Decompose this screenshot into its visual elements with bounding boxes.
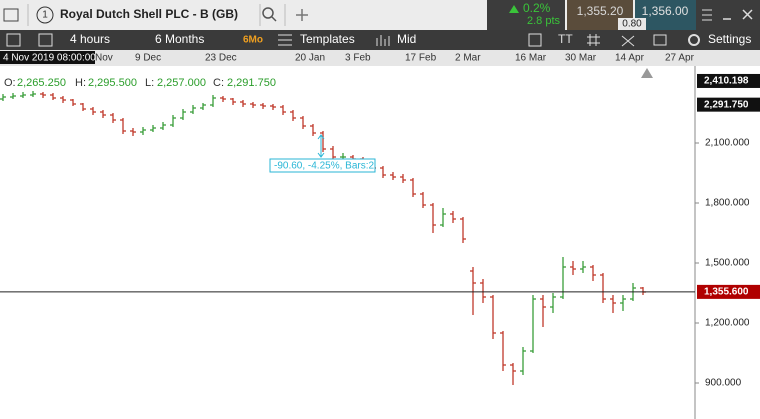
range[interactable]: 6 Months [155, 32, 204, 46]
x-tick-label: 2 Mar [455, 53, 481, 64]
x-tick-label: 20 Jan [295, 53, 325, 64]
price-marker [697, 73, 760, 88]
interval[interactable]: 4 hours [70, 32, 110, 46]
change-box [487, 0, 565, 30]
text-tool[interactable]: TT [558, 32, 573, 46]
close[interactable] [742, 9, 753, 20]
ohlc-value: 2,265.250 [17, 77, 66, 89]
measure-label: -90.60, -4.25%, Bars:2 [274, 161, 374, 172]
x-tick-label: 14 Apr [615, 53, 645, 64]
ohlc-label: C: [213, 77, 224, 89]
spread-box [618, 18, 646, 30]
price-type-icon [376, 35, 390, 46]
list-icon[interactable] [6, 33, 21, 47]
price-type[interactable]: Mid [397, 32, 416, 46]
crosshair-label: 4 Nov 2019 08:00:00 [3, 53, 96, 64]
price-marker-label: 2,291.750 [704, 99, 749, 110]
y-tick-label: 2,100.000 [705, 138, 750, 149]
settings[interactable]: Settings [708, 32, 751, 46]
spread: 0.80 [622, 19, 642, 30]
x-tick-label: 9 Dec [135, 53, 161, 64]
tab-badge [36, 6, 54, 24]
price-marker-label: 1,355.600 [704, 287, 749, 298]
toolbar [0, 30, 760, 50]
tool-icon[interactable] [528, 33, 542, 47]
y-tick-label: 1,500.000 [705, 258, 750, 269]
buy-price: 1,356.00 [642, 4, 689, 18]
ohlc-value: 2,295.500 [88, 77, 137, 89]
y-tick-label: 1,800.000 [705, 198, 750, 209]
sell-price: 1,355.20 [577, 4, 624, 18]
x-tick-label: 27 Apr [665, 53, 695, 64]
tab-number: 1 [42, 10, 48, 21]
x-tick-label: 3 Feb [345, 53, 371, 64]
ohlc-label: H: [75, 77, 86, 89]
time-axis [0, 50, 760, 66]
grid-icon[interactable] [587, 34, 600, 46]
x-tick-label: Nov [95, 53, 113, 64]
draw-icon[interactable] [621, 35, 635, 47]
ohlc-value: 2,291.750 [227, 77, 276, 89]
instrument-name[interactable]: Royal Dutch Shell PLC - B (GB) [60, 7, 238, 21]
measure-arrow [317, 134, 325, 158]
range-badge[interactable]: 6Mo [243, 35, 263, 46]
measure-box [269, 158, 376, 173]
ohlc-value: 2,257.000 [157, 77, 206, 89]
change-pct: 0.2% [523, 1, 551, 15]
up-arrow [509, 5, 519, 13]
ohlc-label: L: [145, 77, 154, 89]
price-marker [697, 97, 760, 112]
ohlc-label: O: [4, 77, 16, 89]
x-tick-label: 30 Mar [565, 53, 597, 64]
search-icon[interactable] [262, 7, 274, 19]
x-tick-label: 16 Mar [515, 53, 547, 64]
templates-icon [278, 34, 292, 46]
y-tick-label: 900.000 [705, 378, 742, 389]
crosshair-box [0, 51, 95, 64]
x-tick-label: 23 Dec [205, 53, 237, 64]
layout-icon[interactable] [38, 33, 53, 47]
window-icon[interactable] [653, 34, 667, 46]
x-tick-label: 17 Feb [405, 53, 437, 64]
search-icon-handle [271, 16, 277, 22]
templates[interactable]: Templates [300, 32, 355, 46]
y-tick-label: 1,200.000 [705, 318, 750, 329]
menu-icon[interactable] [3, 8, 19, 22]
price-marker [697, 284, 760, 299]
settings-icon[interactable] [688, 34, 700, 46]
change-pts: 2.8 pts [527, 15, 561, 27]
price-marker-label: 2,410.198 [704, 76, 749, 87]
scroll-marker[interactable] [641, 68, 653, 78]
add-tab[interactable] [296, 9, 308, 21]
window-menu[interactable] [702, 9, 712, 21]
